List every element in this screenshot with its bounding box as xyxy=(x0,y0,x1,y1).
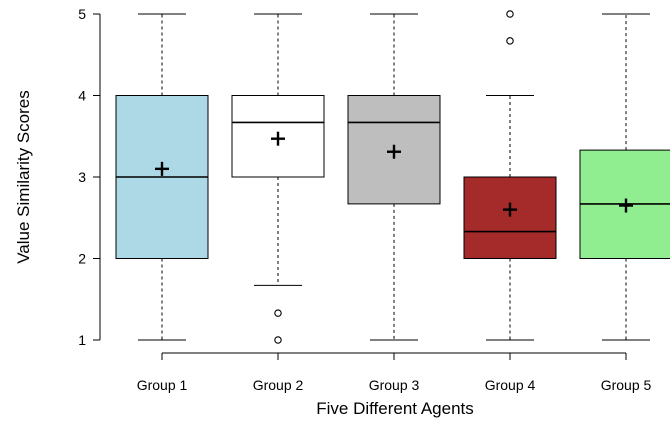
x-tick-label: Group 5 xyxy=(601,377,652,393)
outlier-point xyxy=(506,10,514,18)
iqr-box xyxy=(231,95,325,178)
box-group xyxy=(579,13,670,341)
box-group xyxy=(231,13,325,344)
y-axis-title: Value Similarity Scores xyxy=(14,90,33,264)
box-group xyxy=(347,13,441,341)
y-tick-label: 5 xyxy=(78,6,86,22)
x-axis-title: Five Different Agents xyxy=(316,399,474,418)
outlier-point xyxy=(506,37,514,45)
x-tick-label: Group 4 xyxy=(485,377,536,393)
y-tick-label: 3 xyxy=(78,169,86,185)
x-tick-label: Group 2 xyxy=(253,377,304,393)
box-group xyxy=(463,10,557,341)
x-axis: Group 1 Group 2 Group 3 Group 4 Group 5 xyxy=(137,352,652,393)
boxes xyxy=(115,10,670,344)
outlier-point xyxy=(274,309,282,317)
iqr-box xyxy=(463,176,557,259)
outlier-point xyxy=(274,336,282,344)
x-tick-label: Group 3 xyxy=(369,377,420,393)
y-tick-label: 4 xyxy=(78,88,86,104)
y-axis: 1 2 3 4 5 xyxy=(78,6,101,348)
y-tick-label: 2 xyxy=(78,251,86,267)
box-group xyxy=(115,13,209,341)
x-tick-label: Group 1 xyxy=(137,377,188,393)
y-tick-label: 1 xyxy=(78,332,86,348)
